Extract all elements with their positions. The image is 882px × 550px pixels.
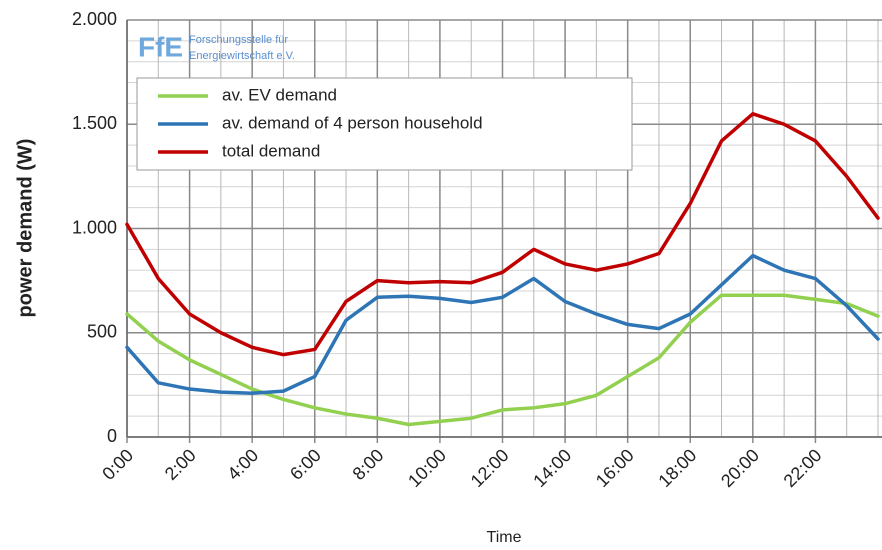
x-tick-label: 12:00	[467, 445, 513, 491]
x-tick-label: 14:00	[529, 445, 575, 491]
y-tick-label: 0	[107, 426, 117, 446]
x-tick-label: 0:00	[98, 445, 137, 484]
y-tick-label: 2.000	[72, 9, 117, 29]
x-axis-label: Time	[487, 529, 522, 546]
legend-label: av. demand of 4 person household	[222, 113, 483, 132]
y-tick-label: 1.000	[72, 217, 117, 237]
y-tick-label: 500	[87, 322, 117, 342]
x-tick-label: 10:00	[404, 445, 450, 491]
x-tick-label: 2:00	[161, 445, 200, 484]
logo-mark: FfE	[138, 31, 183, 62]
legend-label: av. EV demand	[222, 85, 337, 104]
x-tick-label: 16:00	[592, 445, 638, 491]
legend-label: total demand	[222, 141, 320, 160]
x-tick-label: 4:00	[223, 445, 262, 484]
legend-box	[136, 77, 633, 171]
x-tick-label: 6:00	[286, 445, 325, 484]
x-tick-label: 8:00	[349, 445, 388, 484]
data-line	[125, 253, 880, 395]
x-tick-label: 18:00	[654, 445, 700, 491]
y-tick-label: 1.500	[72, 113, 117, 133]
logo-text: Energiewirtschaft e.V.	[189, 50, 295, 62]
x-tick-label: 20:00	[717, 445, 763, 491]
x-tick-label: 22:00	[780, 445, 826, 491]
data-line	[125, 293, 880, 427]
data-line	[125, 112, 880, 357]
y-axis-label: power demand (W)	[14, 139, 36, 318]
logo-text: Forschungsstelle für	[189, 34, 288, 46]
